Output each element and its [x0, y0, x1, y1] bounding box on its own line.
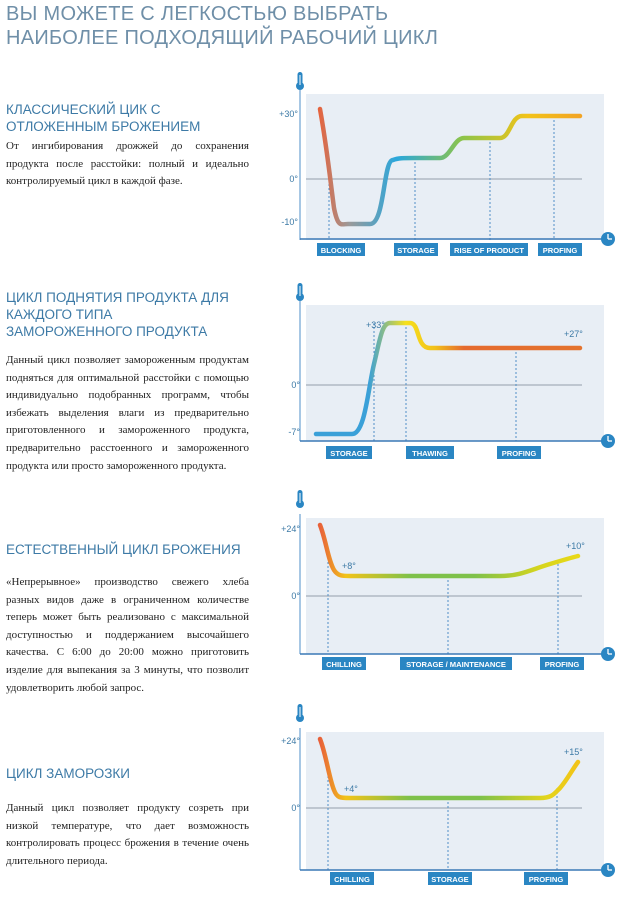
- chart-1-y-tick: -10°: [281, 217, 298, 227]
- chart-4-phase-label: PROFING: [529, 875, 564, 884]
- section-2-title-line-2: КАЖДОГО ТИПА: [6, 307, 113, 322]
- section-4-title-line-1: ЦИКЛ ЗАМОРОЗКИ: [6, 766, 130, 781]
- chart-2-svg: 0° -7° +33° +27° STORAGE THAWING PROFING: [288, 283, 615, 459]
- chart-3-phase-labels: CHILLING STORAGE / MAINTENANCE PROFING: [322, 657, 584, 670]
- chart-1-phase-label: RISE OF PRODUCT: [454, 246, 524, 255]
- section-1-title-line-2: ОТЛОЖЕННЫМ БРОЖЕНИЕМ: [6, 119, 201, 134]
- chart-3-phase-box: [540, 657, 584, 670]
- chart-3-phase-dividers: [327, 550, 559, 654]
- chart-2-phase-label: STORAGE: [330, 449, 367, 458]
- chart-2-curve: [313, 320, 583, 437]
- chart-1-y-tick: +30°: [279, 109, 298, 119]
- clock-icon: [601, 647, 615, 661]
- chart-3-phase-label: STORAGE / MAINTENANCE: [406, 660, 506, 669]
- chart-2-phase-label: THAWING: [412, 449, 448, 458]
- chart-3-y-tick: 0°: [291, 591, 300, 601]
- chart-4-y-tick: 0°: [291, 803, 300, 813]
- chart-2-annotation: +33°: [366, 320, 385, 330]
- chart-3: +24° 0° +8° +10° CHILLING STORAGE / MAIN…: [270, 488, 628, 678]
- chart-4-phase-box: [428, 872, 472, 885]
- chart-2: 0° -7° +33° +27° STORAGE THAWING PROFING: [270, 279, 628, 469]
- chart-3-phase-label: CHILLING: [326, 660, 362, 669]
- chart-4: +24° 0° +4° +15° CHILLING STORAGE PROFIN…: [270, 702, 628, 892]
- chart-4-phase-dividers: [327, 764, 558, 870]
- section-3-title-line-1: ЕСТЕСТВЕННЫЙ ЦИКЛ БРОЖЕНИЯ: [6, 542, 241, 557]
- chart-3-curve: [317, 522, 581, 579]
- section-4-title: ЦИКЛ ЗАМОРОЗКИ: [6, 765, 130, 782]
- page-title-line-1: ВЫ МОЖЕТЕ С ЛЕГКОСТЬЮ ВЫБРАТЬ: [6, 3, 389, 25]
- thermometer-icon: [296, 72, 304, 90]
- chart-1-phase-label: STORAGE: [397, 246, 434, 255]
- thermometer-icon: [296, 490, 304, 508]
- chart-4-phase-box: [524, 872, 568, 885]
- section-4-description: Данный цикл позволяет продукту созреть п…: [6, 802, 249, 867]
- chart-2-y-tick: 0°: [291, 380, 300, 390]
- chart-1-plot-area: [306, 94, 604, 240]
- chart-3-svg: +24° 0° +8° +10° CHILLING STORAGE / MAIN…: [281, 490, 615, 670]
- page-title-line-2: НАИБОЛЕЕ ПОДХОДЯЩИЙ РАБОЧИЙ ЦИКЛ: [6, 27, 439, 49]
- chart-3-annotation: +8°: [342, 561, 356, 571]
- chart-3-phase-label: PROFING: [545, 660, 580, 669]
- chart-2-phase-box: [326, 446, 372, 459]
- chart-2-annotation: +27°: [564, 329, 583, 339]
- chart-3-phase-box: [400, 657, 512, 670]
- chart-1-y-tick: 0°: [289, 174, 298, 184]
- chart-4-phase-label: STORAGE: [431, 875, 468, 884]
- chart-1-curve: [317, 106, 583, 227]
- chart-1-phase-label: PROFING: [543, 246, 578, 255]
- chart-3-annotation: +10°: [566, 541, 585, 551]
- chart-2-plot-area: [306, 305, 604, 441]
- chart-2-phase-box: [406, 446, 454, 459]
- section-2-title: ЦИКЛ ПОДНЯТИЯ ПРОДУКТА ДЛЯ КАЖДОГО ТИПА …: [6, 289, 229, 340]
- section-1-title-line-1: КЛАССИЧЕСКИЙ ЦИК С: [6, 102, 161, 117]
- chart-4-phase-box: [330, 872, 374, 885]
- chart-4-phase-label: CHILLING: [334, 875, 370, 884]
- chart-3-phase-box: [322, 657, 366, 670]
- chart-1-phase-label: BLOCKING: [321, 246, 362, 255]
- chart-2-phase-label: PROFING: [502, 449, 537, 458]
- chart-2-y-tick: -7°: [288, 427, 300, 437]
- chart-4-annotation: +4°: [344, 784, 358, 794]
- chart-4-curve: [317, 736, 581, 801]
- chart-2-phase-labels: STORAGE THAWING PROFING: [326, 446, 541, 459]
- chart-2-phase-box: [497, 446, 541, 459]
- chart-4-annotation: +15°: [564, 747, 583, 757]
- section-1-description: От ингибирования дрожжей до сохранения п…: [6, 140, 249, 188]
- chart-1-phase-box: [317, 243, 365, 256]
- chart-1-phase-box: [394, 243, 438, 256]
- chart-4-y-tick: +24°: [281, 736, 300, 746]
- clock-icon: [601, 232, 615, 246]
- chart-3-y-tick: +24°: [281, 524, 300, 534]
- chart-1: +30° 0° -10° BLOCKING STORAGE RISE OF PR…: [270, 68, 628, 258]
- chart-2-phase-dividers: [373, 323, 517, 441]
- section-1-title: КЛАССИЧЕСКИЙ ЦИК С ОТЛОЖЕННЫМ БРОЖЕНИЕМ: [6, 101, 200, 135]
- section-3-title: ЕСТЕСТВЕННЫЙ ЦИКЛ БРОЖЕНИЯ: [6, 541, 241, 558]
- chart-1-svg: +30° 0° -10° BLOCKING STORAGE RISE OF PR…: [279, 72, 615, 256]
- thermometer-icon: [296, 283, 304, 301]
- chart-4-svg: +24° 0° +4° +15° CHILLING STORAGE PROFIN…: [281, 704, 615, 885]
- section-2-description: Данный цикл позволяет замороженным проду…: [6, 354, 249, 472]
- section-2-title-line-3: ЗАМОРОЖЕННОГО ПРОДУКТА: [6, 324, 208, 339]
- page-title: ВЫ МОЖЕТЕ С ЛЕГКОСТЬЮ ВЫБРАТЬ НАИБОЛЕЕ П…: [6, 2, 438, 50]
- chart-1-phase-box: [450, 243, 528, 256]
- chart-1-phase-labels: BLOCKING STORAGE RISE OF PRODUCT PROFING: [317, 243, 582, 256]
- clock-icon: [601, 434, 615, 448]
- chart-4-plot-area: [306, 732, 604, 870]
- section-3-description: «Непрерывное» производство свежего хлеба…: [6, 576, 249, 694]
- chart-1-phase-box: [538, 243, 582, 256]
- thermometer-icon: [296, 704, 304, 722]
- section-2-title-line-1: ЦИКЛ ПОДНЯТИЯ ПРОДУКТА ДЛЯ: [6, 290, 229, 305]
- chart-3-plot-area: [306, 518, 604, 654]
- chart-4-phase-labels: CHILLING STORAGE PROFING: [330, 872, 568, 885]
- clock-icon: [601, 863, 615, 877]
